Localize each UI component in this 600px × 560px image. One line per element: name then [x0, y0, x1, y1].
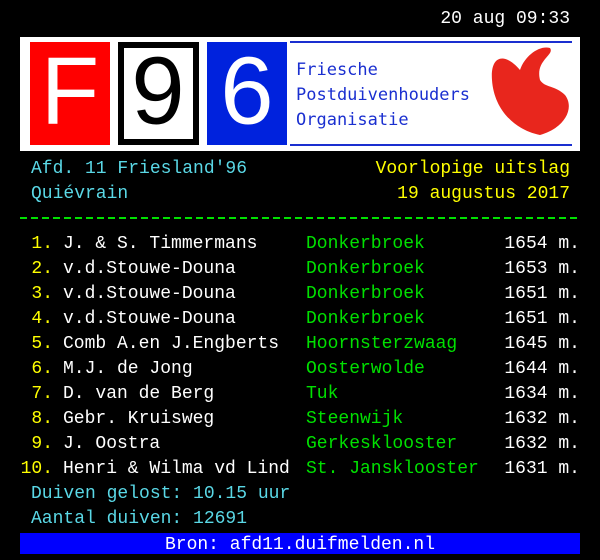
logo-box-white [118, 42, 199, 145]
place: Steenwijk [306, 409, 403, 429]
rank: 8. [31, 409, 53, 429]
results: 1. J. & S. Timmermans Donkerbroek 1654 m. 2.… [21, 234, 580, 479]
rank: 7. [31, 384, 53, 404]
distance: 1634 m. [504, 384, 580, 404]
logo-box-blue [207, 42, 287, 145]
name: v.d.Stouwe-Douna [63, 309, 236, 329]
rank: 4. [31, 309, 53, 329]
logo-letter: 6 [220, 37, 273, 144]
rank: 6. [31, 359, 53, 379]
name: J. & S. Timmermans [63, 234, 257, 254]
place: St. Jansklooster [306, 459, 479, 479]
place: Hoornsterzwaag [306, 334, 457, 354]
logo-letter: F [41, 37, 100, 144]
distance: 1632 m. [504, 409, 580, 429]
rank: 10. [21, 459, 53, 479]
source-bar [20, 533, 580, 554]
distance: 1651 m. [504, 309, 580, 329]
rank: 2. [31, 259, 53, 279]
name: Henri & Wilma vd Lind [63, 459, 290, 479]
heart-logo [491, 47, 569, 135]
place: Donkerbroek [306, 234, 425, 254]
distance: 1632 m. [504, 434, 580, 454]
name: Comb A.en J.Engberts [63, 334, 279, 354]
place: Tuk [306, 384, 338, 404]
date: 19 augustus 2017 [397, 184, 570, 204]
name: D. van de Berg [63, 384, 214, 404]
place: Donkerbroek [306, 284, 425, 304]
location: Quiévrain [31, 184, 128, 204]
place: Gerkesklooster [306, 434, 457, 454]
distance: 1631 m. [504, 459, 580, 479]
distance: 1644 m. [504, 359, 580, 379]
rank: 1. [31, 234, 53, 254]
distance: 1653 m. [504, 259, 580, 279]
name: Gebr. Kruisweg [63, 409, 214, 429]
department: Afd. 11 Friesland'96 [31, 159, 247, 179]
name: v.d.Stouwe-Douna [63, 284, 236, 304]
source: Bron: afd11.duifmelden.nl [165, 535, 435, 555]
place: Oosterwolde [306, 359, 425, 379]
distance: 1645 m. [504, 334, 580, 354]
count: Aantal duiven: 12691 [31, 509, 247, 529]
org-name: Friesche [296, 60, 378, 80]
clock: 20 aug 09:33 [440, 9, 570, 29]
place: Donkerbroek [306, 309, 425, 329]
rank: 3. [31, 284, 53, 304]
distance: 1654 m. [504, 234, 580, 254]
place: Donkerbroek [306, 259, 425, 279]
org-name: Postduivenhouders [296, 85, 470, 105]
rank: 5. [31, 334, 53, 354]
distance: 1651 m. [504, 284, 580, 304]
org-name: Organisatie [296, 110, 409, 130]
name: J. Oostra [63, 434, 160, 454]
logo-box-red [30, 42, 110, 145]
banner [20, 37, 580, 151]
name: M.J. de Jong [63, 359, 193, 379]
name: v.d.Stouwe-Douna [63, 259, 236, 279]
released: Duiven gelost: 10.15 uur [31, 484, 290, 504]
rank: 9. [31, 434, 53, 454]
logo-letter: 9 [131, 37, 184, 144]
status: Voorlopige uitslag [376, 159, 570, 179]
